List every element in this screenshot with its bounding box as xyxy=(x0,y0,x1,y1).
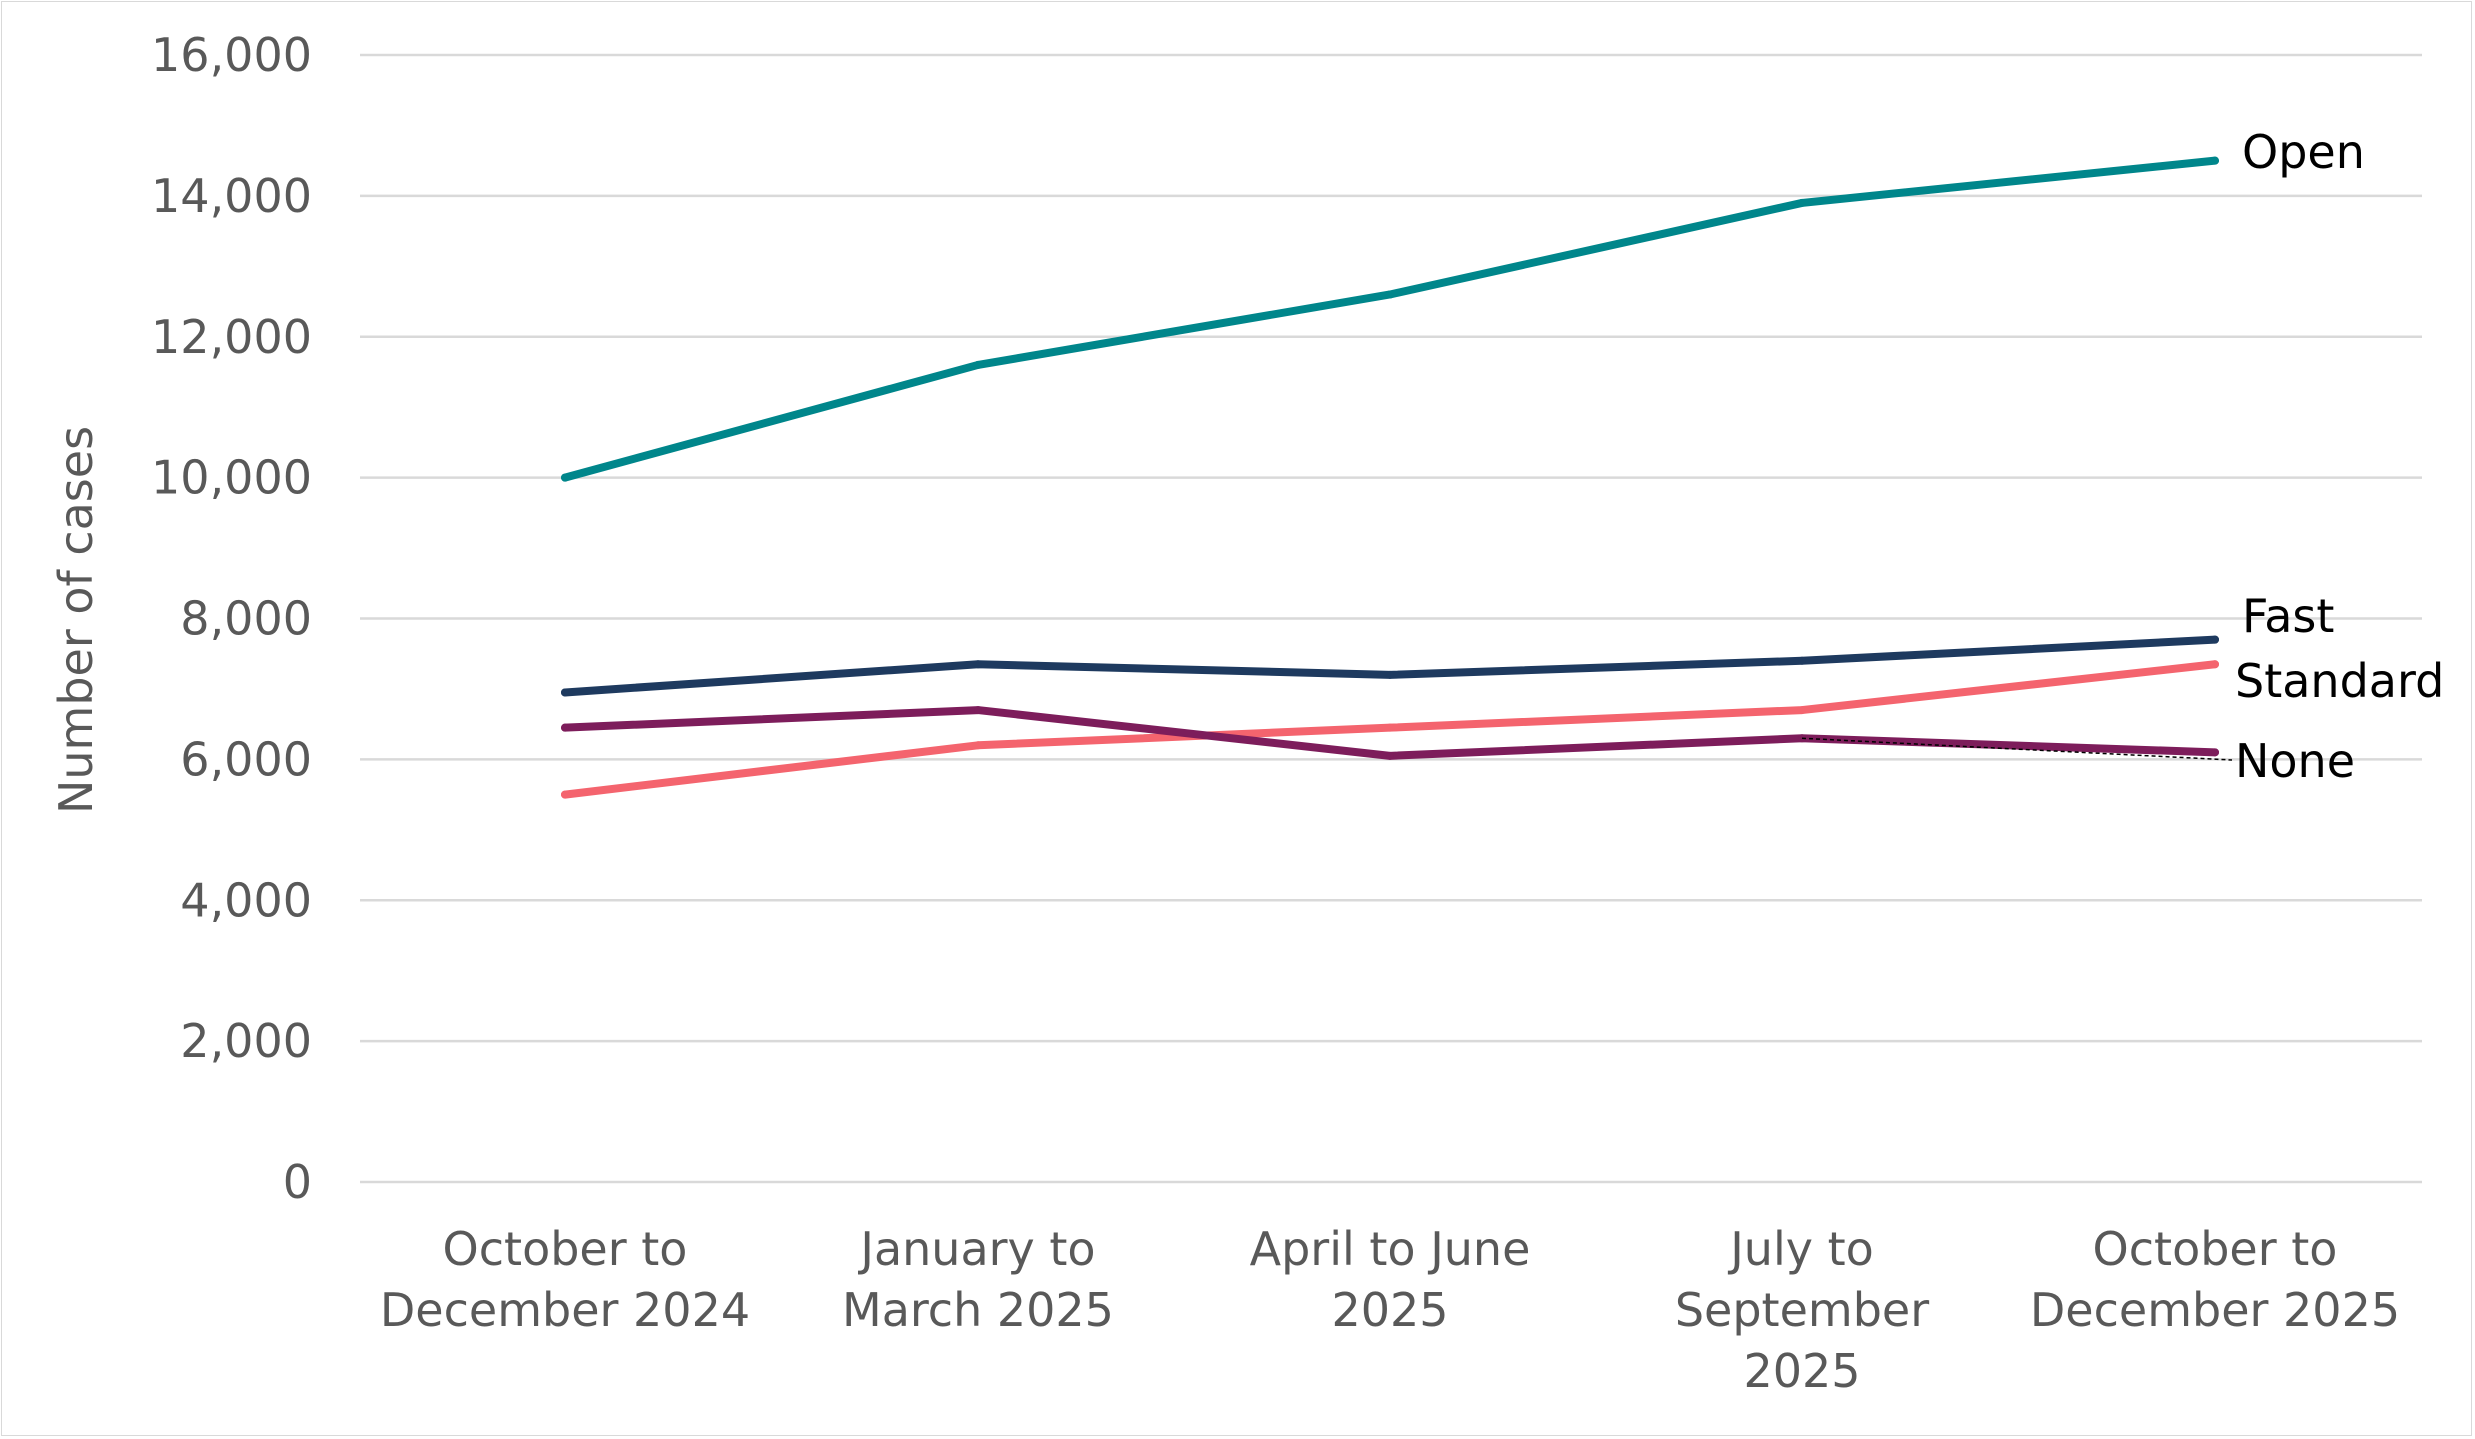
y-tick-label: 10,000 xyxy=(151,451,312,505)
data-point-open xyxy=(1386,290,1394,299)
y-tick-label: 4,000 xyxy=(180,873,312,927)
series-line-open xyxy=(561,156,2219,482)
x-axis-ticks: October to December 2024 January to March 2… xyxy=(380,1222,2400,1398)
data-point-none xyxy=(2211,748,2219,757)
series-line-fast xyxy=(561,635,2219,697)
y-tick-label: 0 xyxy=(283,1155,312,1209)
y-tick-label: 6,000 xyxy=(180,732,312,786)
series-line-none xyxy=(561,706,2219,760)
data-point-open xyxy=(2211,156,2219,165)
series-lines xyxy=(561,156,2219,799)
data-point-standard xyxy=(2211,660,2219,669)
data-point-standard xyxy=(561,790,569,799)
gridlines xyxy=(360,53,2422,1184)
none-label-leader xyxy=(1801,737,2233,761)
series-label-open: Open xyxy=(2242,125,2365,179)
data-point-none xyxy=(974,706,982,715)
y-tick-label: 16,000 xyxy=(151,28,312,82)
data-point-none xyxy=(1386,751,1394,760)
y-axis-title: Number of cases xyxy=(49,426,103,814)
data-point-none xyxy=(561,723,569,732)
data-point-fast xyxy=(561,688,569,697)
series-labels: Open Fast Standard None xyxy=(1801,125,2444,788)
series-label-fast: Fast xyxy=(2242,589,2334,643)
series-label-none: None xyxy=(2235,734,2355,788)
y-tick-label: 12,000 xyxy=(151,310,312,364)
data-point-fast xyxy=(1798,656,1806,665)
series-label-standard: Standard xyxy=(2235,654,2444,708)
x-tick-label: January to March 2025 xyxy=(842,1222,1114,1337)
y-tick-label: 2,000 xyxy=(180,1014,312,1068)
y-tick-label: 14,000 xyxy=(151,169,312,223)
y-tick-label: 8,000 xyxy=(180,592,312,646)
data-point-standard xyxy=(1798,706,1806,715)
x-tick-label: October to December 2025 xyxy=(2030,1222,2400,1337)
x-tick-label: April to June 2025 xyxy=(1250,1222,1531,1337)
data-point-open xyxy=(974,360,982,369)
data-point-standard xyxy=(1386,723,1394,732)
data-point-open xyxy=(561,473,569,482)
data-point-fast xyxy=(2211,635,2219,644)
x-tick-label: October to December 2024 xyxy=(380,1222,750,1337)
y-axis-ticks: 0 2,000 4,000 6,000 8,000 10,000 12,000 14,000 1… xyxy=(151,28,312,1209)
data-point-fast xyxy=(974,660,982,669)
data-point-fast xyxy=(1386,670,1394,679)
data-point-standard xyxy=(974,741,982,750)
data-point-open xyxy=(1798,198,1806,207)
x-tick-label: July to September 2025 xyxy=(1675,1222,1929,1398)
